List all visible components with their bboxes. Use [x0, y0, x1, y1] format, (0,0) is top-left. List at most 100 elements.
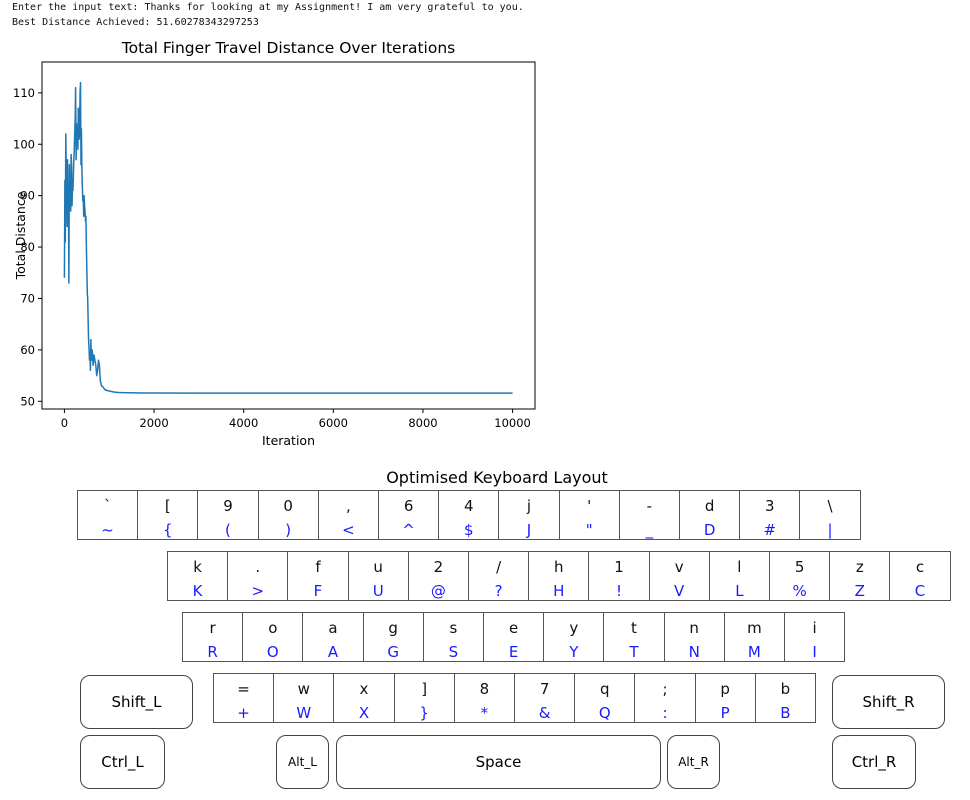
- key-shift-char: $: [464, 521, 474, 539]
- key-shift-char: >: [251, 582, 265, 600]
- key-0-5[interactable]: 6 ^: [378, 490, 440, 540]
- shift-left-key[interactable]: Shift_L: [80, 675, 193, 729]
- key-0-9[interactable]: - _: [618, 490, 680, 540]
- key-shift-char: S: [448, 643, 459, 661]
- key-primary-char: j: [526, 497, 532, 515]
- key-shift-char: A: [327, 643, 339, 661]
- key-primary-char: h: [554, 558, 564, 576]
- key-shift-char: &: [538, 704, 551, 722]
- key-3-0[interactable]: = +: [213, 673, 275, 723]
- key-3-3[interactable]: ]}: [393, 673, 455, 723]
- x-tick-label: 6000: [319, 416, 348, 430]
- key-shift-char: #: [763, 521, 777, 539]
- key-0-8[interactable]: ' ": [558, 490, 620, 540]
- key-primary-char: 2: [433, 558, 444, 576]
- key-primary-char: /: [496, 558, 502, 576]
- key-shift-char: R: [207, 643, 218, 661]
- x-tick-label: 8000: [408, 416, 437, 430]
- x-tick-label: 4000: [229, 416, 258, 430]
- key-shift-char: P: [720, 704, 730, 722]
- key-primary-char: g: [388, 619, 398, 637]
- key-primary-char: x: [359, 680, 369, 698]
- key-shift-char: D: [703, 521, 716, 539]
- key-shift-char: ^: [402, 521, 415, 539]
- key-primary-char: k: [193, 558, 202, 576]
- alt-right-key[interactable]: Alt_R: [667, 735, 720, 789]
- key-3-4[interactable]: 8 *: [453, 673, 515, 723]
- space-key[interactable]: Space: [336, 735, 661, 789]
- key-shift-char: V: [674, 582, 685, 600]
- key-3-5[interactable]: 7 &: [514, 673, 576, 723]
- key-shift-char: N: [688, 643, 700, 661]
- key-1-7[interactable]: 1!: [588, 551, 650, 601]
- distance-chart: Total Finger Travel Distance Over Iterat…: [13, 39, 536, 448]
- key-primary-char: .: [255, 558, 261, 576]
- key-shift-char: ?: [494, 582, 503, 600]
- key-primary-char: 1: [614, 558, 624, 576]
- key-primary-char: ,: [346, 497, 351, 515]
- key-primary-char: `: [103, 497, 112, 515]
- key-1-5[interactable]: /?: [468, 551, 530, 601]
- key-shift-char: {: [163, 521, 173, 539]
- key-shift-char: L: [735, 582, 744, 600]
- key-shift-char: |: [827, 521, 833, 539]
- key-primary-char: 6: [403, 497, 414, 515]
- key-0-11[interactable]: 3 #: [739, 490, 801, 540]
- key-primary-char: =: [237, 680, 250, 698]
- key-0-2[interactable]: 9(: [197, 490, 259, 540]
- key-shift-char: Y: [569, 643, 579, 661]
- key-shift-char: ): [285, 521, 292, 539]
- key-1-10[interactable]: 5%: [769, 551, 831, 601]
- keyboard-title: Optimised Keyboard Layout: [386, 468, 608, 487]
- key-0-4[interactable]: , <: [317, 490, 379, 540]
- key-primary-char: 8: [479, 680, 490, 698]
- key-primary-char: 7: [539, 680, 550, 698]
- ctrl-left-key[interactable]: Ctrl_L: [80, 735, 165, 789]
- key-primary-char: 3: [765, 497, 775, 515]
- key-shift-char: W: [296, 704, 312, 722]
- key-3-7[interactable]: ;:: [634, 673, 696, 723]
- key-primary-char: e: [508, 619, 519, 637]
- key-0-1[interactable]: [{: [137, 490, 199, 540]
- x-tick-label: 10000: [494, 416, 531, 430]
- y-tick-label: 80: [20, 240, 35, 254]
- x-axis-label: Iteration: [262, 433, 315, 448]
- key-0-12[interactable]: \ |: [799, 490, 861, 540]
- key-shift-char: J: [526, 521, 532, 539]
- key-1-4[interactable]: 2 @: [407, 551, 469, 601]
- alt-left-key[interactable]: Alt_L: [276, 735, 329, 789]
- key-1-1[interactable]: . >: [227, 551, 289, 601]
- key-0-0[interactable]: ` ~: [77, 490, 139, 540]
- key-0-3[interactable]: 0): [257, 490, 319, 540]
- key-0-6[interactable]: 4 $: [438, 490, 500, 540]
- shift-right-key[interactable]: Shift_R: [832, 675, 945, 729]
- ctrl-right-key[interactable]: Ctrl_R: [832, 735, 916, 789]
- key-shift-char: }: [419, 704, 429, 722]
